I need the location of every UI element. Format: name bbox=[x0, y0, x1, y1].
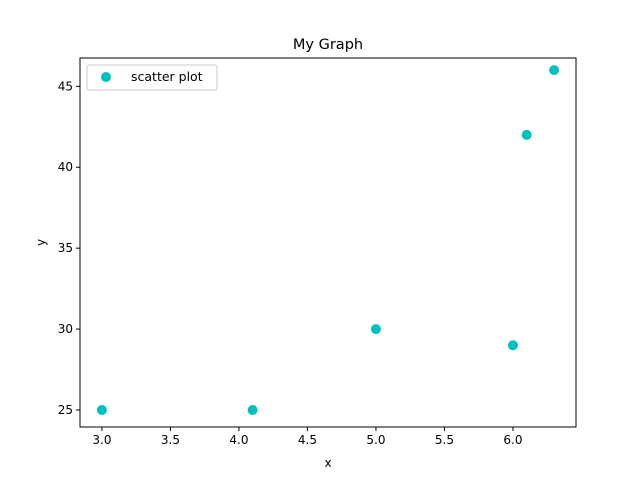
y-tick-label: 45 bbox=[58, 79, 73, 93]
legend-label-scatter-plot: scatter plot bbox=[131, 69, 203, 84]
x-tick-label: 5.0 bbox=[366, 433, 385, 447]
scatter-point bbox=[247, 405, 258, 416]
y-axis-ticks: 25 30 35 40 45 bbox=[58, 79, 80, 417]
scatter-point bbox=[96, 405, 107, 416]
x-tick-label: 4.0 bbox=[229, 433, 248, 447]
points-layer bbox=[96, 65, 560, 416]
legend: scatter plot bbox=[86, 64, 218, 91]
y-tick-label: 25 bbox=[58, 403, 73, 417]
plot-area-background bbox=[80, 58, 576, 427]
x-tick-label: 4.5 bbox=[298, 433, 317, 447]
x-tick-label: 6.0 bbox=[503, 433, 522, 447]
y-tick-label: 30 bbox=[58, 322, 73, 336]
x-tick-label: 5.5 bbox=[435, 433, 454, 447]
x-tick-label: 3.0 bbox=[92, 433, 111, 447]
y-axis-label: y bbox=[34, 239, 48, 246]
scatter-point bbox=[507, 340, 518, 351]
legend-frame bbox=[86, 64, 218, 91]
legend-marker-scatter-plot bbox=[101, 72, 111, 82]
scatter-point bbox=[370, 324, 381, 335]
x-tick-label: 3.5 bbox=[161, 433, 180, 447]
plot-frame bbox=[79, 57, 577, 428]
chart-title: My Graph bbox=[293, 37, 363, 53]
scatter-point bbox=[521, 129, 532, 140]
y-tick-label: 35 bbox=[58, 241, 73, 255]
scatter-point bbox=[549, 65, 560, 76]
y-tick-label: 40 bbox=[58, 160, 73, 174]
x-axis-label: x bbox=[324, 456, 331, 470]
x-axis-ticks: 3.0 3.5 4.0 4.5 5.0 5.5 6.0 bbox=[92, 427, 523, 447]
